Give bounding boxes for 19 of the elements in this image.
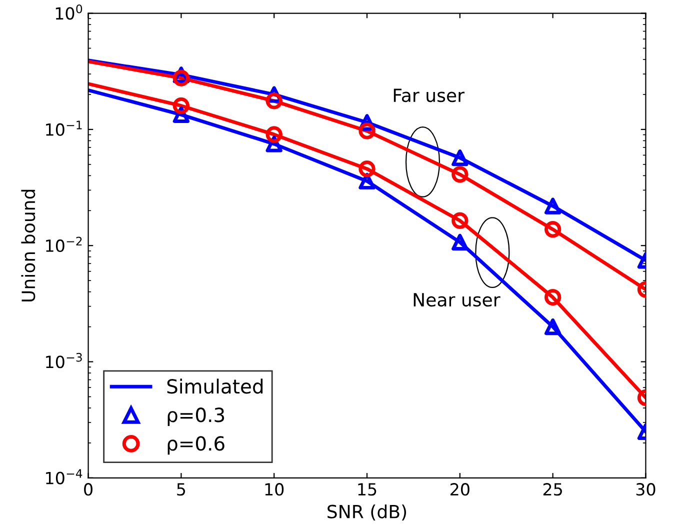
y-axis-title: Union bound: [21, 190, 36, 302]
annotation: Far user: [394, 88, 464, 102]
x-tick-label: 25: [543, 483, 562, 496]
y-tick-label: 10$^{0}$: [56, 4, 82, 20]
legend-label: ρ=0.6: [168, 436, 224, 455]
y-tick-label: 10$^{−2}$: [46, 236, 82, 252]
x-tick-label: 20: [450, 483, 470, 496]
x-tick-label: 10: [265, 483, 284, 496]
x-tick-label: 5: [177, 483, 186, 496]
y-tick-label: 10$^{−3}$: [46, 352, 82, 368]
legend-label: Simulated: [167, 378, 263, 394]
y-tick-label: 10$^{−4}$: [46, 469, 82, 484]
legend-label: ρ=0.3: [168, 408, 224, 426]
x-tick-label: 0: [84, 483, 92, 496]
x-tick-label: 15: [358, 483, 376, 496]
annotation: Near user: [414, 293, 500, 307]
x-axis-title: SNR (dB): [328, 504, 406, 521]
y-tick-label: 10$^{−1}$: [46, 120, 82, 136]
x-tick-label: 30: [636, 483, 656, 496]
